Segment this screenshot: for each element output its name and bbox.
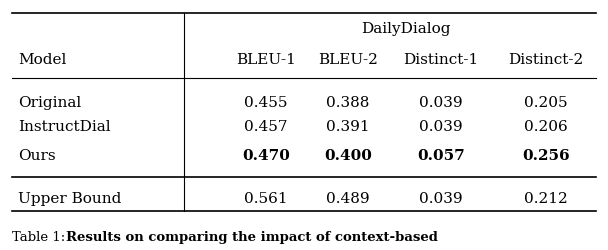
Text: Original: Original [18,96,81,110]
Text: 0.039: 0.039 [420,120,463,134]
Text: 0.206: 0.206 [524,120,568,134]
Text: 0.205: 0.205 [525,96,568,110]
Text: 0.455: 0.455 [244,96,288,110]
Text: 0.057: 0.057 [417,149,465,163]
Text: 0.256: 0.256 [522,149,570,163]
Text: Model: Model [18,53,66,67]
Text: 0.561: 0.561 [244,192,288,206]
Text: 0.489: 0.489 [326,192,370,206]
Text: 0.039: 0.039 [420,192,463,206]
Text: 0.457: 0.457 [244,120,288,134]
Text: BLEU-2: BLEU-2 [318,53,378,67]
Text: Upper Bound: Upper Bound [18,192,122,206]
Text: Distinct-2: Distinct-2 [509,53,584,67]
Text: 0.039: 0.039 [420,96,463,110]
Text: InstructDial: InstructDial [18,120,111,134]
Text: 0.470: 0.470 [242,149,290,163]
Text: Table 1:: Table 1: [12,231,70,244]
Text: 0.391: 0.391 [326,120,370,134]
Text: 0.212: 0.212 [524,192,568,206]
Text: Results on comparing the impact of context-based: Results on comparing the impact of conte… [66,231,438,244]
Text: DailyDialog: DailyDialog [361,22,451,36]
Text: 0.400: 0.400 [324,149,371,163]
Text: 0.388: 0.388 [326,96,370,110]
Text: BLEU-1: BLEU-1 [236,53,296,67]
Text: Ours: Ours [18,149,55,163]
Text: Distinct-1: Distinct-1 [404,53,478,67]
